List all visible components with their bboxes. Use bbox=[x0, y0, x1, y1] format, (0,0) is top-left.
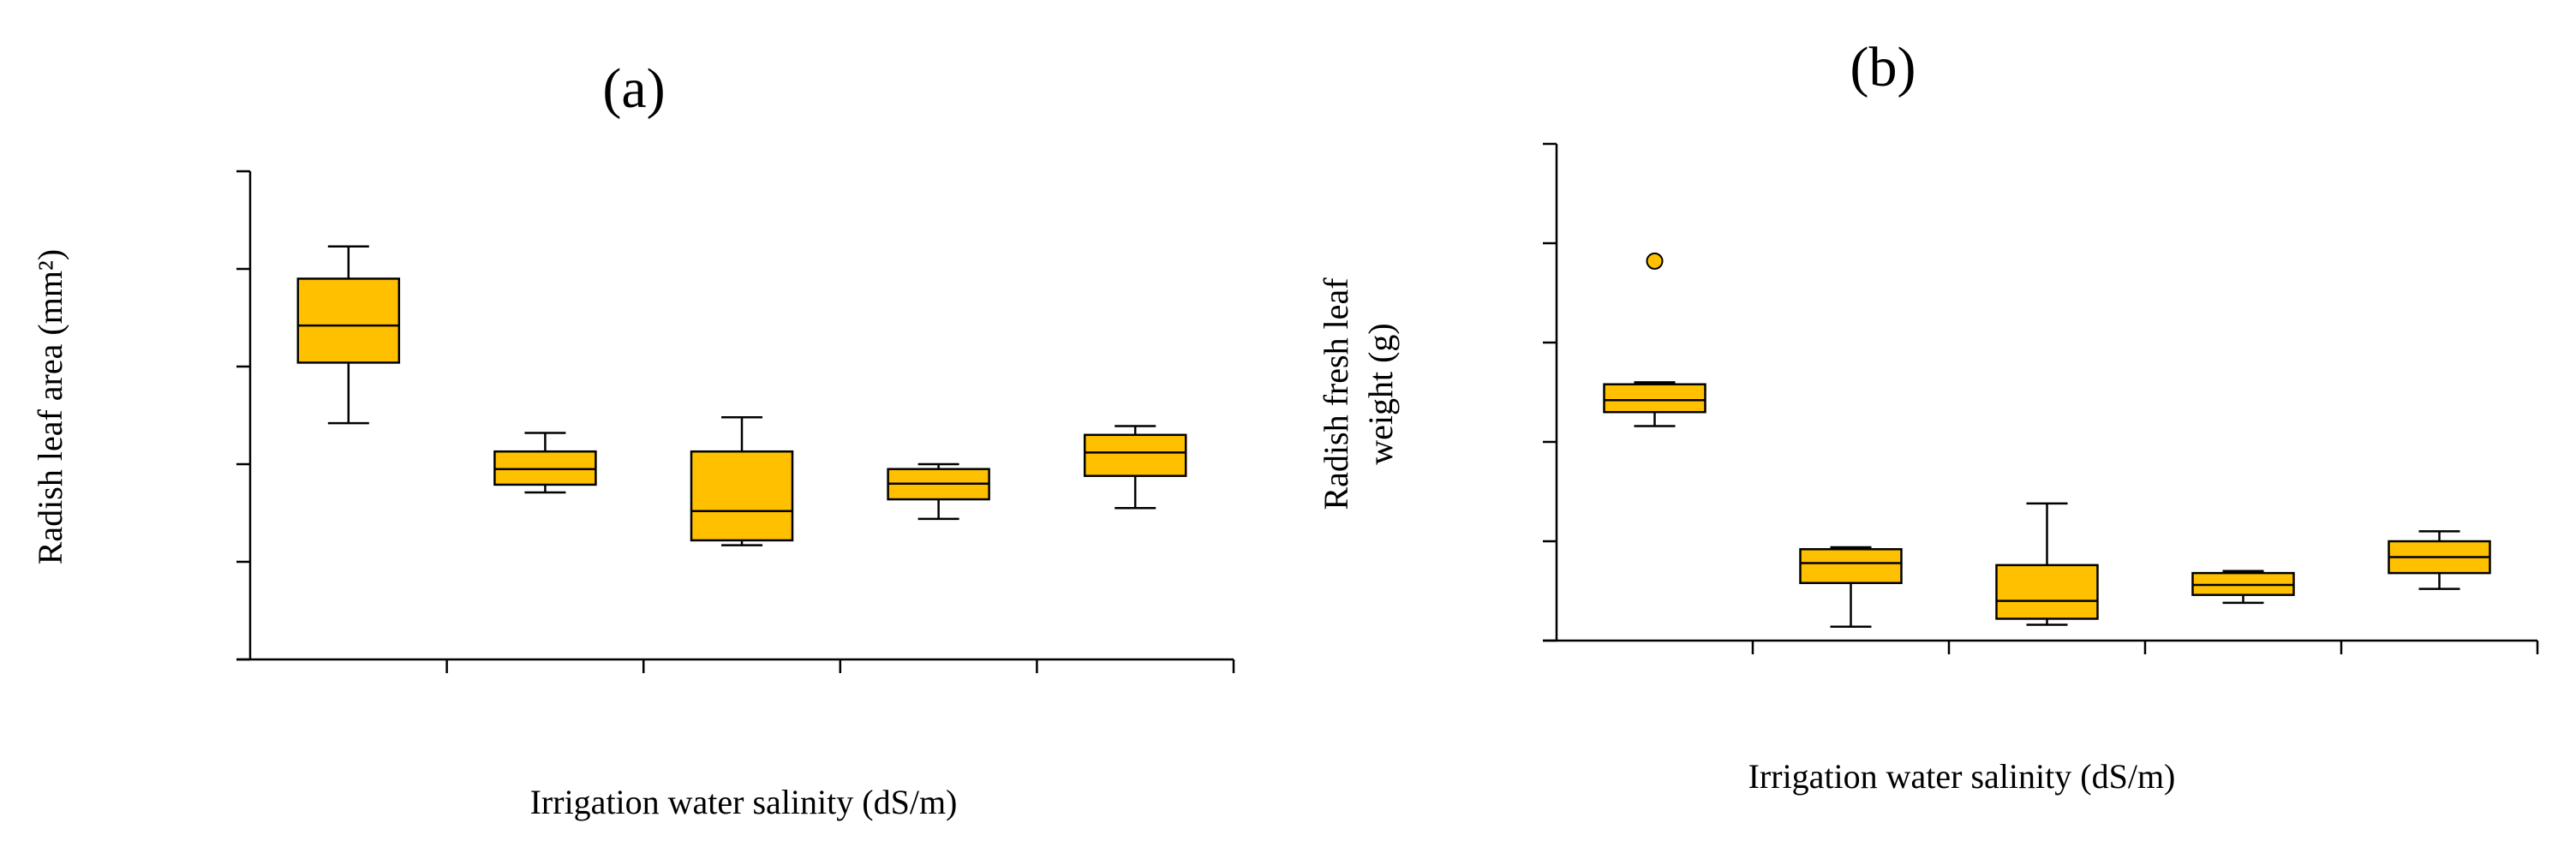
chart-title: (a) bbox=[602, 57, 665, 120]
y-axis-label: Radish leaf area (mm²) bbox=[31, 249, 69, 565]
box-iqr bbox=[690, 450, 794, 542]
x-axis-label: Irrigation water salinity (dS/m) bbox=[530, 783, 958, 821]
plot-area bbox=[236, 170, 1235, 673]
box-iqr bbox=[1603, 383, 1706, 414]
chart-title: (b) bbox=[1850, 36, 1916, 98]
chart-panel-b: (b) Radish fresh leaf weight (g) Irrigat… bbox=[1317, 36, 2539, 796]
box-iqr bbox=[1995, 564, 2099, 620]
y-axis-label-line-2: weight (g) bbox=[1361, 323, 1400, 465]
box-iqr bbox=[1799, 548, 1903, 584]
y-axis-label-line-1: Radish fresh leaf bbox=[1317, 277, 1355, 510]
box-iqr bbox=[296, 277, 401, 364]
x-axis-label: Irrigation water salinity (dS/m) bbox=[1748, 757, 2176, 796]
chart-panel-a: (a) Radish leaf area (mm²) Irrigation wa… bbox=[31, 57, 1235, 821]
plot-area bbox=[1543, 142, 2539, 654]
outlier-point bbox=[1646, 252, 1664, 270]
box-iqr bbox=[1083, 433, 1187, 477]
